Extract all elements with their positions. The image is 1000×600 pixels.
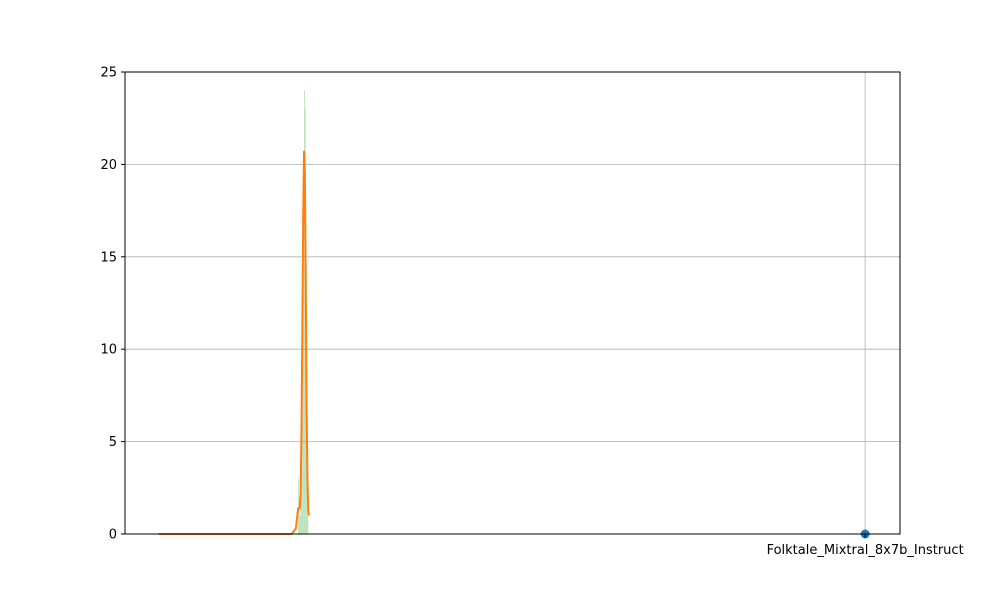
- y-tick-label: 0: [109, 528, 117, 543]
- histogram-bar: [302, 312, 304, 534]
- y-tick-label: 25: [100, 66, 117, 81]
- histogram-bar: [300, 478, 302, 534]
- histogram-bar: [307, 515, 309, 534]
- kde-curve: [158, 150, 310, 535]
- grid-lines: [125, 71, 900, 535]
- y-tick-label: 15: [100, 250, 117, 265]
- y-tick-label: 5: [109, 435, 117, 450]
- histogram-bar: [299, 515, 301, 534]
- y-axis-ticks: 0 5 10 15 20 25: [100, 66, 125, 543]
- histogram-bar: [298, 497, 300, 534]
- y-tick-label: 10: [100, 343, 117, 358]
- histogram-bar: [298, 478, 299, 534]
- histogram-bar: [304, 90, 305, 534]
- plot-frame: [124, 71, 901, 535]
- kde-line: [158, 150, 310, 535]
- histogram-bar: [303, 201, 305, 535]
- y-tick-label: 20: [100, 158, 117, 173]
- x-tick-label: Folktale_Mixtral_8x7b_Instruct: [767, 543, 964, 558]
- x-axis-ticks: Folktale_Mixtral_8x7b_Instruct: [767, 534, 964, 558]
